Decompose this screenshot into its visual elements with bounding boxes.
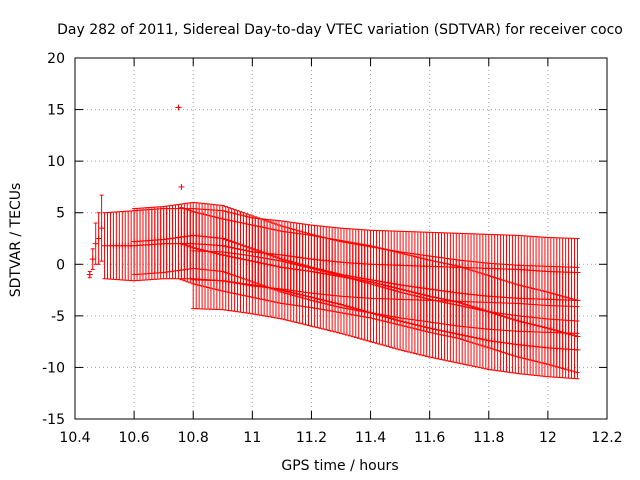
y-tick-label: -5 (51, 309, 65, 325)
x-tick-label: 10.4 (59, 430, 90, 446)
y-tick-label: 0 (56, 257, 65, 273)
y-axis-label: SDTVAR / TECUs (8, 183, 24, 298)
x-tick-labels: 10.4 10.6 10.8 11 11.2 11.4 11.6 11.8 12 12.2 (59, 430, 622, 446)
x-tick-label: 10.8 (178, 430, 209, 446)
data-layer (86, 104, 581, 380)
x-tick-label: 10.6 (119, 430, 150, 446)
x-tick-label: 12 (539, 430, 557, 446)
x-tick-label: 11.6 (414, 430, 445, 446)
x-tick-label: 11 (243, 430, 261, 446)
y-tick-label: 5 (56, 206, 65, 222)
y-tick-label: 15 (47, 103, 65, 119)
series-early-points (86, 194, 105, 279)
chart-title: Day 282 of 2011, Sidereal Day-to-day VTE… (57, 22, 623, 38)
y-tick-label: 10 (47, 154, 65, 170)
x-tick-label: 11.8 (473, 430, 504, 446)
series-satellite-track-4 (190, 250, 581, 380)
plot-border (74, 57, 608, 420)
x-axis-label: GPS time / hours (281, 458, 398, 474)
y-tick-label: 20 (47, 51, 65, 67)
x-tick-label: 11.2 (296, 430, 327, 446)
series-outliers (175, 104, 185, 190)
y-tick-labels: 20 15 10 5 0 -5 -10 -15 (42, 51, 65, 428)
plot-frame (74, 57, 608, 420)
y-tick-label: -15 (42, 412, 65, 428)
x-tick-label: 12.2 (591, 430, 622, 446)
y-tick-label: -10 (42, 360, 65, 376)
x-tick-label: 11.4 (355, 430, 386, 446)
